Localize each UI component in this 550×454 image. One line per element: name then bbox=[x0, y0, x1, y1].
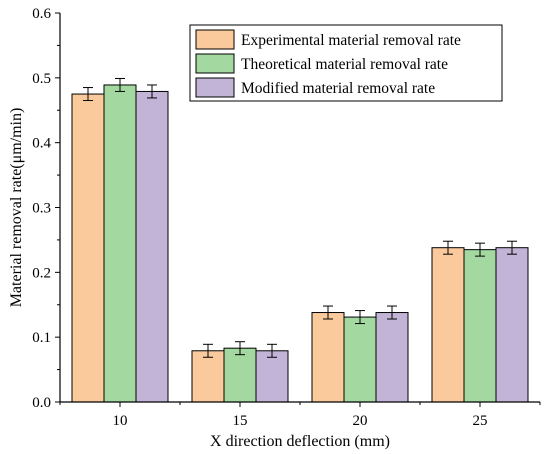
x-tick-label: 10 bbox=[113, 413, 128, 429]
legend-swatch bbox=[195, 77, 235, 98]
error-bars-layer bbox=[83, 77, 517, 358]
bar bbox=[103, 84, 137, 403]
y-tick-label: 0.6 bbox=[32, 6, 51, 22]
y-tick-label: 0.4 bbox=[32, 136, 51, 152]
bar bbox=[223, 347, 257, 403]
y-tick-label: 0.2 bbox=[32, 265, 51, 281]
y-tick-label: 0.5 bbox=[32, 71, 51, 87]
legend-box bbox=[189, 24, 503, 102]
bar bbox=[135, 90, 169, 403]
bar bbox=[463, 249, 497, 403]
x-axis-title: X direction deflection (mm) bbox=[210, 433, 390, 450]
x-tick-label: 20 bbox=[353, 413, 368, 429]
bar bbox=[495, 247, 529, 403]
bar bbox=[255, 350, 289, 403]
bar bbox=[71, 93, 105, 403]
legend-swatch bbox=[195, 53, 235, 74]
bar bbox=[375, 312, 409, 403]
legend-label: Theoretical material removal rate bbox=[241, 56, 448, 73]
legend-label: Modified material removal rate bbox=[241, 80, 435, 97]
bar bbox=[191, 350, 225, 403]
y-tick-label: 0.1 bbox=[32, 330, 51, 346]
y-tick-label: 0.0 bbox=[32, 395, 51, 411]
bars-layer bbox=[71, 84, 529, 403]
y-tick-label: 0.3 bbox=[32, 201, 51, 217]
bar bbox=[431, 247, 465, 403]
y-axis-title: Material removal rate(μm/min) bbox=[8, 108, 25, 308]
bar bbox=[311, 312, 345, 403]
ticks-layer: 0.0 0.1 0.2 0.3 0.4 0.5 0.6 10 15 20 25 bbox=[32, 6, 541, 429]
x-tick-label: 25 bbox=[473, 413, 488, 429]
legend: Experimental material removal rate Theore… bbox=[189, 24, 503, 102]
legend-swatch bbox=[195, 29, 235, 50]
bar bbox=[343, 316, 377, 403]
legend-label: Experimental material removal rate bbox=[241, 32, 461, 49]
x-tick-label: 15 bbox=[233, 413, 248, 429]
